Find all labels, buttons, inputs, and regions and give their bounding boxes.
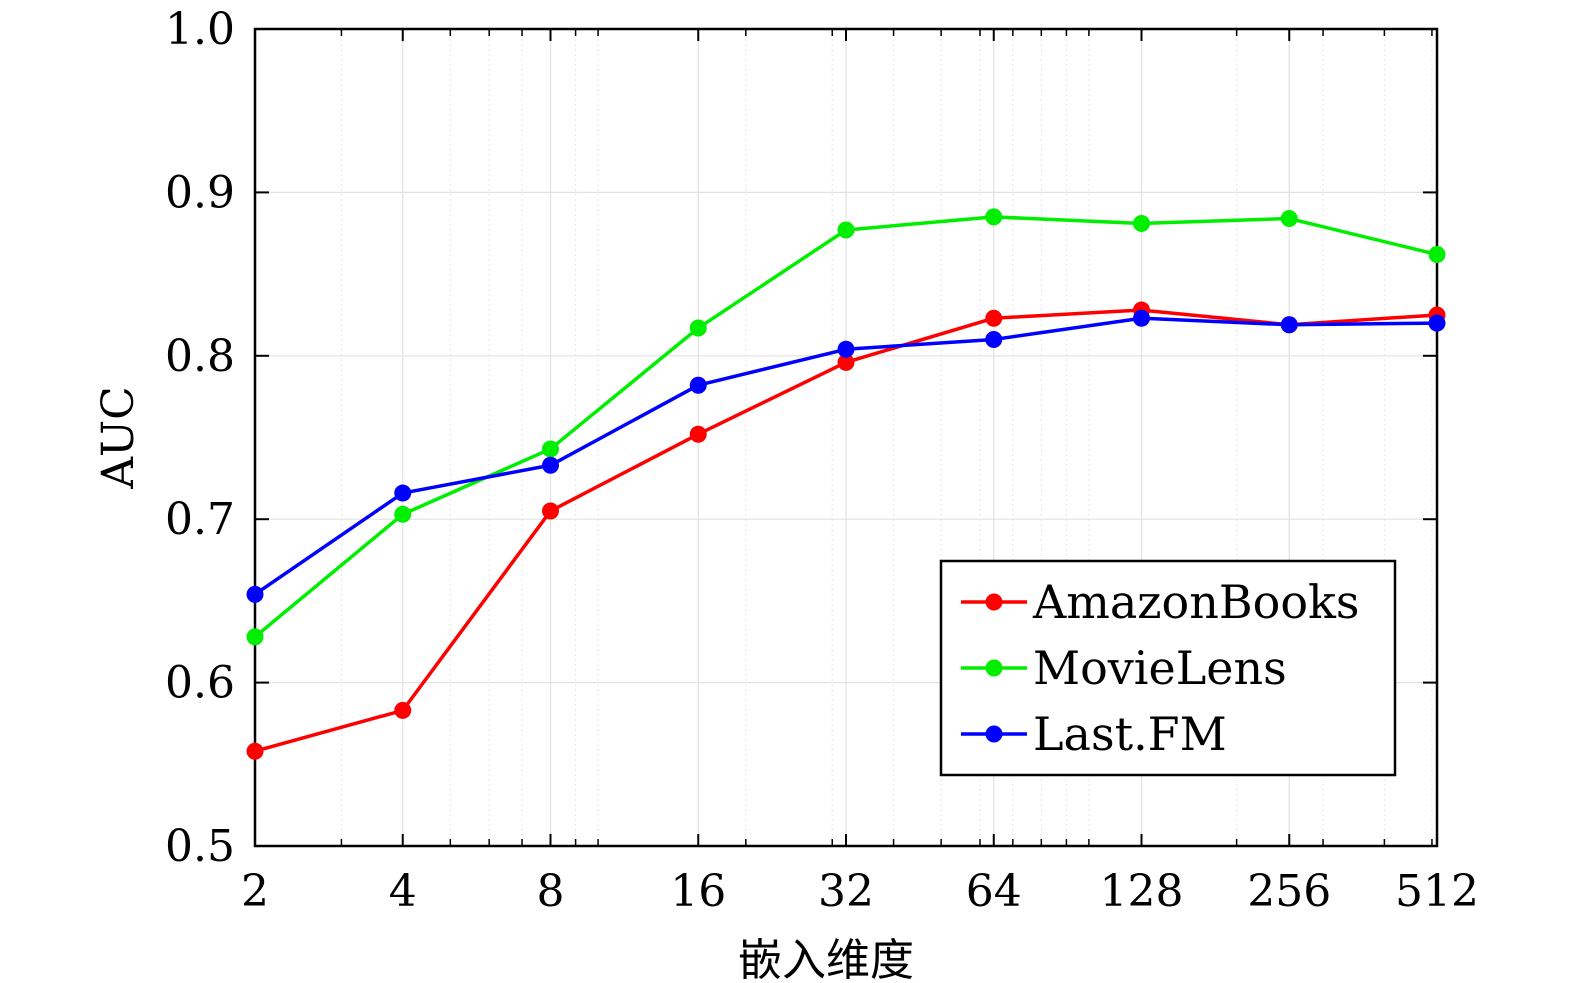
x-tick-label: 4 [389,866,417,917]
y-axis-title: AUC [93,386,144,490]
legend-label: Last.FM [1033,707,1227,761]
data-point [542,502,559,520]
data-point [394,484,412,502]
y-tick-label: 0.8 [165,331,235,382]
y-tick-label: 0.5 [165,821,235,872]
axis-ticks: 2 4 8 16 32 64 128 256 512 0.5 0.6 0.7 0.8 0.9 1.0 [165,4,1479,917]
legend-label: AmazonBooks [1032,575,1360,629]
x-axis-title: 嵌入维度 [738,935,914,983]
data-point [689,319,707,337]
x-tick-label: 8 [537,866,565,917]
y-tick-label: 0.6 [165,658,235,709]
data-point [394,505,412,523]
series-group [246,208,1446,760]
legend-marker [985,725,1003,743]
data-point [837,353,855,371]
x-tick-label: 32 [818,866,874,917]
data-point [689,425,707,443]
data-point [542,440,559,458]
x-tick-label: 2 [241,866,269,917]
x-tick-label: 128 [1100,866,1184,917]
legend-item: Last.FM [961,707,1227,761]
y-tick-label: 1.0 [165,4,235,55]
x-tick-label: 64 [966,866,1022,917]
data-point [985,309,1003,327]
legend-item: MovieLens [961,641,1287,695]
data-point [1133,309,1150,327]
data-point [837,221,855,239]
data-point [985,330,1003,348]
x-tick-label: 256 [1247,866,1331,917]
x-tick-label: 512 [1395,866,1479,917]
legend-label: MovieLens [1033,641,1287,695]
data-point [542,456,559,474]
x-tick-label: 16 [670,866,726,917]
data-point [985,208,1003,226]
data-point [837,340,855,358]
legend-marker [985,593,1003,611]
data-point [1280,316,1298,334]
series-movielens [246,208,1446,646]
data-point [246,628,264,646]
data-point [1428,314,1446,332]
data-point [394,701,412,719]
data-point [1133,214,1150,232]
data-point [1280,210,1298,228]
legend: AmazonBooks MovieLens Last.FM [939,559,1397,777]
y-tick-label: 0.7 [165,494,235,545]
data-point [246,585,264,603]
legend-item: AmazonBooks [961,575,1360,629]
legend-marker [985,659,1003,677]
series-amazonbooks [246,301,1446,760]
y-tick-label: 0.9 [165,167,235,218]
series-last-fm [246,309,1446,603]
data-point [246,742,264,760]
data-point [1428,245,1446,263]
data-point [689,376,707,394]
